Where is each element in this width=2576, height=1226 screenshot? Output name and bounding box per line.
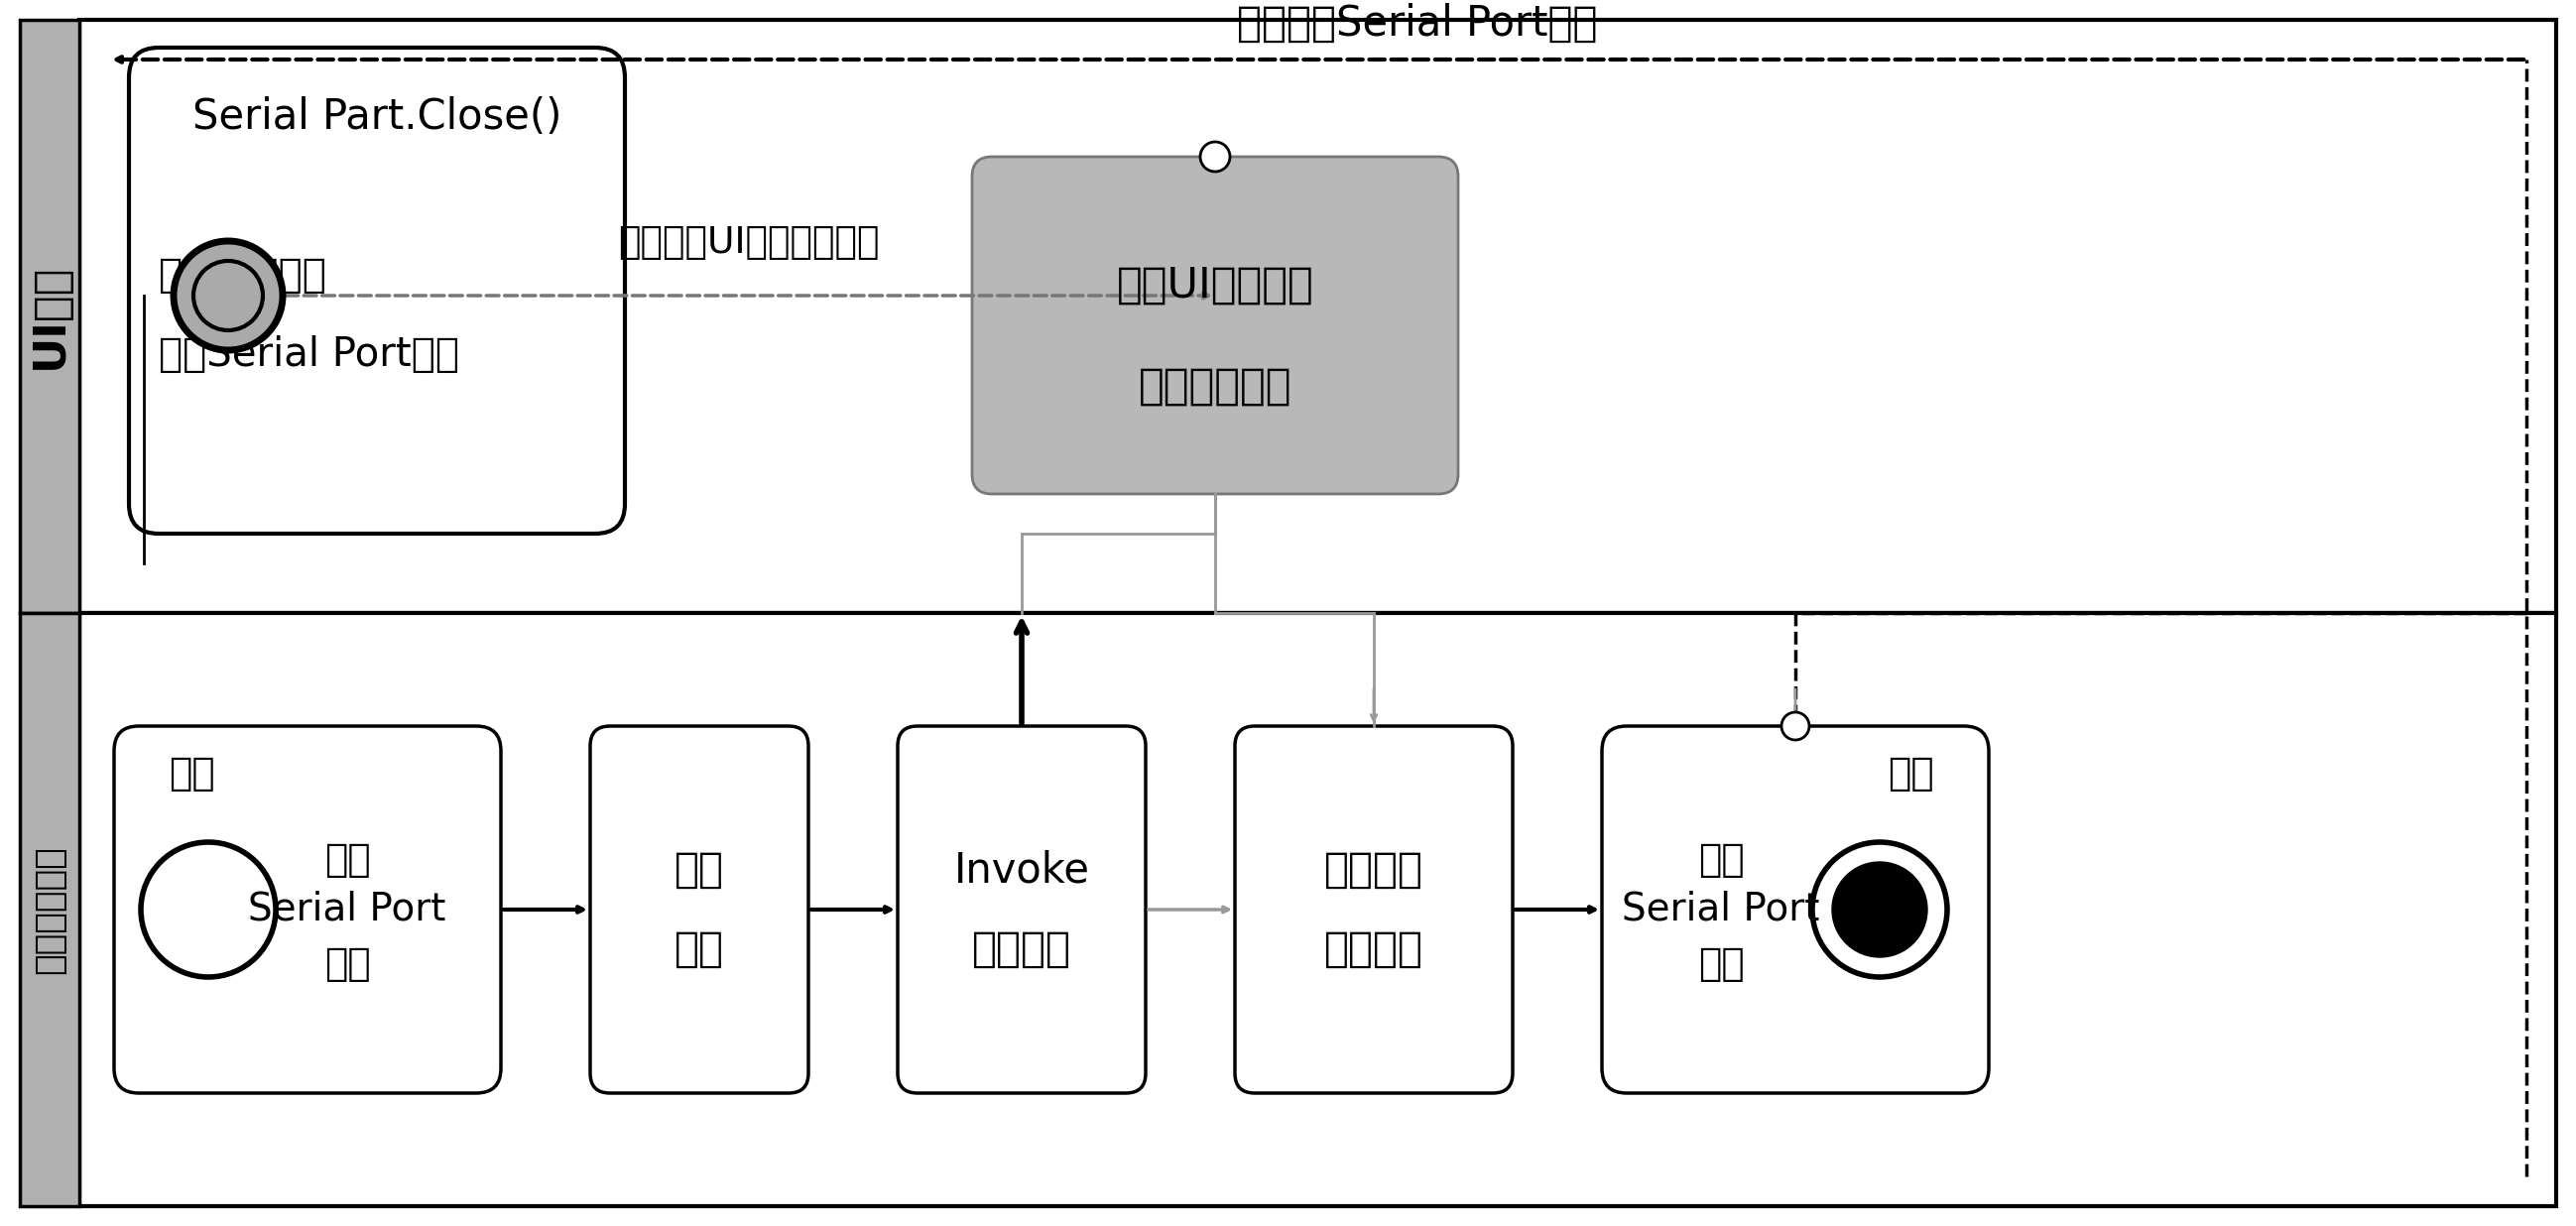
Text: Serial Port: Serial Port <box>1623 891 1819 928</box>
Text: UI线程: UI线程 <box>28 264 72 369</box>
Circle shape <box>1200 142 1229 172</box>
Circle shape <box>1783 712 1808 741</box>
FancyBboxPatch shape <box>896 726 1146 1094</box>
Bar <box>80 613 2555 1206</box>
Text: 阻塞当前线程，: 阻塞当前线程， <box>160 256 327 295</box>
Circle shape <box>142 842 276 977</box>
Text: 数据: 数据 <box>675 928 724 970</box>
Text: 释放: 释放 <box>1698 841 1744 879</box>
Text: 当前UI线程阻塞: 当前UI线程阻塞 <box>1115 264 1314 305</box>
FancyBboxPatch shape <box>113 726 500 1094</box>
Circle shape <box>193 261 263 330</box>
Text: 占用: 占用 <box>325 841 371 879</box>
Text: 数据接收线程: 数据接收线程 <box>33 845 67 973</box>
Text: 执行完毕: 执行完毕 <box>1324 928 1425 970</box>
Text: Serial Part.Close(): Serial Part.Close() <box>193 96 562 137</box>
Text: 对象: 对象 <box>1698 945 1744 983</box>
Text: Serial Port: Serial Port <box>247 891 446 928</box>
Text: 阻塞后，UI所有操作休眠: 阻塞后，UI所有操作休眠 <box>618 226 878 261</box>
Text: Invoke: Invoke <box>953 850 1090 891</box>
FancyBboxPatch shape <box>1602 726 1989 1094</box>
Circle shape <box>173 242 283 351</box>
FancyBboxPatch shape <box>1234 726 1512 1094</box>
Circle shape <box>1832 862 1927 958</box>
Text: 读取: 读取 <box>675 850 724 891</box>
FancyBboxPatch shape <box>971 157 1458 494</box>
Bar <box>80 20 2555 613</box>
Circle shape <box>1814 842 1947 977</box>
Text: 无法释放Serial Port占用: 无法释放Serial Port占用 <box>1236 2 1597 44</box>
Text: 无法执行委托: 无法执行委托 <box>1139 365 1291 407</box>
Bar <box>21 20 80 613</box>
Text: 界面委托: 界面委托 <box>971 928 1072 970</box>
Text: 开始: 开始 <box>167 755 214 792</box>
Bar <box>21 613 80 1206</box>
Text: 等待委托: 等待委托 <box>1324 850 1425 891</box>
Text: 等待Serial Port释放: 等待Serial Port释放 <box>160 335 459 375</box>
FancyBboxPatch shape <box>129 48 626 533</box>
Text: 对象: 对象 <box>325 945 371 983</box>
Text: 结束: 结束 <box>1888 755 1935 792</box>
FancyBboxPatch shape <box>590 726 809 1094</box>
